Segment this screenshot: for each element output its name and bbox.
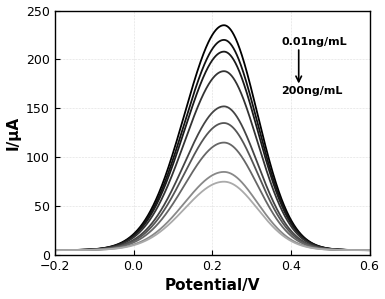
X-axis label: Potential/V: Potential/V — [164, 278, 260, 293]
Y-axis label: I/μA: I/μA — [5, 116, 20, 150]
Text: 200ng/mL: 200ng/mL — [281, 86, 343, 96]
Text: 0.01ng/mL: 0.01ng/mL — [281, 37, 347, 47]
